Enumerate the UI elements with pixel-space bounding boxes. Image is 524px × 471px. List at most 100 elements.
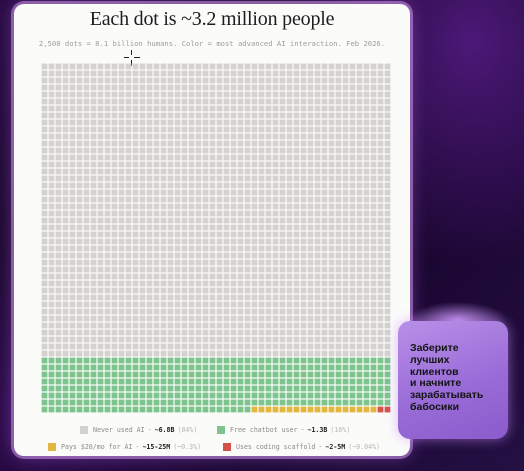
- dot-free-chatbot: [244, 364, 251, 371]
- dot-never-used: [195, 238, 202, 245]
- dot-never-used: [237, 343, 244, 350]
- dot-never-used: [41, 196, 48, 203]
- dot-never-used: [153, 287, 160, 294]
- dot-never-used: [125, 84, 132, 91]
- dot-free-chatbot: [160, 364, 167, 371]
- dot-free-chatbot: [335, 364, 342, 371]
- dot-never-used: [55, 182, 62, 189]
- dot-never-used: [328, 175, 335, 182]
- dot-never-used: [272, 147, 279, 154]
- dot-never-used: [132, 301, 139, 308]
- dot-never-used: [370, 196, 377, 203]
- dot-never-used: [265, 210, 272, 217]
- dot-never-used: [230, 273, 237, 280]
- dot-never-used: [286, 210, 293, 217]
- dot-never-used: [223, 175, 230, 182]
- dot-never-used: [237, 238, 244, 245]
- dot-never-used: [83, 231, 90, 238]
- dot-free-chatbot: [377, 399, 384, 406]
- dot-never-used: [286, 245, 293, 252]
- dot-never-used: [76, 259, 83, 266]
- dot-never-used: [76, 84, 83, 91]
- dot-free-chatbot: [202, 399, 209, 406]
- dot-never-used: [384, 168, 391, 175]
- dot-never-used: [125, 301, 132, 308]
- dot-never-used: [321, 315, 328, 322]
- dot-never-used: [41, 294, 48, 301]
- dot-never-used: [293, 287, 300, 294]
- dot-never-used: [342, 308, 349, 315]
- dot-free-chatbot: [188, 371, 195, 378]
- dot-pays: [321, 406, 328, 413]
- dot-never-used: [244, 217, 251, 224]
- dot-never-used: [139, 329, 146, 336]
- dot-never-used: [111, 252, 118, 259]
- dot-never-used: [286, 273, 293, 280]
- dot-never-used: [167, 280, 174, 287]
- dot-never-used: [335, 301, 342, 308]
- dot-never-used: [167, 210, 174, 217]
- dot-never-used: [167, 336, 174, 343]
- dot-never-used: [132, 119, 139, 126]
- dot-never-used: [153, 154, 160, 161]
- dot-free-chatbot: [55, 406, 62, 413]
- dot-free-chatbot: [118, 385, 125, 392]
- promo-banner[interactable]: Заберите лучших клиентов и начните зараб…: [398, 321, 508, 439]
- dot-never-used: [384, 210, 391, 217]
- dot-never-used: [300, 238, 307, 245]
- dot-free-chatbot: [342, 378, 349, 385]
- dot-never-used: [286, 308, 293, 315]
- dot-never-used: [384, 133, 391, 140]
- dot-free-chatbot: [258, 364, 265, 371]
- dot-never-used: [62, 70, 69, 77]
- dot-never-used: [272, 343, 279, 350]
- dot-never-used: [363, 147, 370, 154]
- dot-never-used: [55, 133, 62, 140]
- dot-never-used: [76, 161, 83, 168]
- dot-free-chatbot: [118, 357, 125, 364]
- dot-never-used: [69, 350, 76, 357]
- dot-never-used: [181, 161, 188, 168]
- dot-never-used: [307, 238, 314, 245]
- dot-never-used: [181, 252, 188, 259]
- dot-never-used: [286, 147, 293, 154]
- dot-never-used: [251, 105, 258, 112]
- dot-never-used: [209, 196, 216, 203]
- dot-free-chatbot: [90, 364, 97, 371]
- dot-free-chatbot: [300, 385, 307, 392]
- dot-never-used: [349, 266, 356, 273]
- dot-never-used: [153, 259, 160, 266]
- dot-never-used: [286, 266, 293, 273]
- dot-never-used: [314, 350, 321, 357]
- dot-never-used: [146, 98, 153, 105]
- dot-never-used: [307, 161, 314, 168]
- dot-never-used: [41, 273, 48, 280]
- dot-never-used: [286, 168, 293, 175]
- dot-never-used: [293, 63, 300, 70]
- dot-free-chatbot: [153, 371, 160, 378]
- dot-free-chatbot: [349, 385, 356, 392]
- dot-never-used: [48, 182, 55, 189]
- dot-never-used: [237, 133, 244, 140]
- dot-never-used: [125, 350, 132, 357]
- dot-never-used: [111, 112, 118, 119]
- dot-never-used: [293, 259, 300, 266]
- dot-never-used: [153, 98, 160, 105]
- dot-never-used: [286, 98, 293, 105]
- dot-never-used: [244, 77, 251, 84]
- dot-never-used: [370, 280, 377, 287]
- dot-never-used: [279, 294, 286, 301]
- dot-never-used: [55, 301, 62, 308]
- dot-never-used: [363, 287, 370, 294]
- dot-never-used: [307, 287, 314, 294]
- dot-never-used: [97, 217, 104, 224]
- dot-never-used: [104, 98, 111, 105]
- dot-never-used: [195, 322, 202, 329]
- dot-never-used: [62, 273, 69, 280]
- dot-never-used: [216, 203, 223, 210]
- dot-never-used: [146, 273, 153, 280]
- dot-never-used: [146, 105, 153, 112]
- dot-free-chatbot: [286, 357, 293, 364]
- dot-never-used: [335, 175, 342, 182]
- dot-never-used: [258, 224, 265, 231]
